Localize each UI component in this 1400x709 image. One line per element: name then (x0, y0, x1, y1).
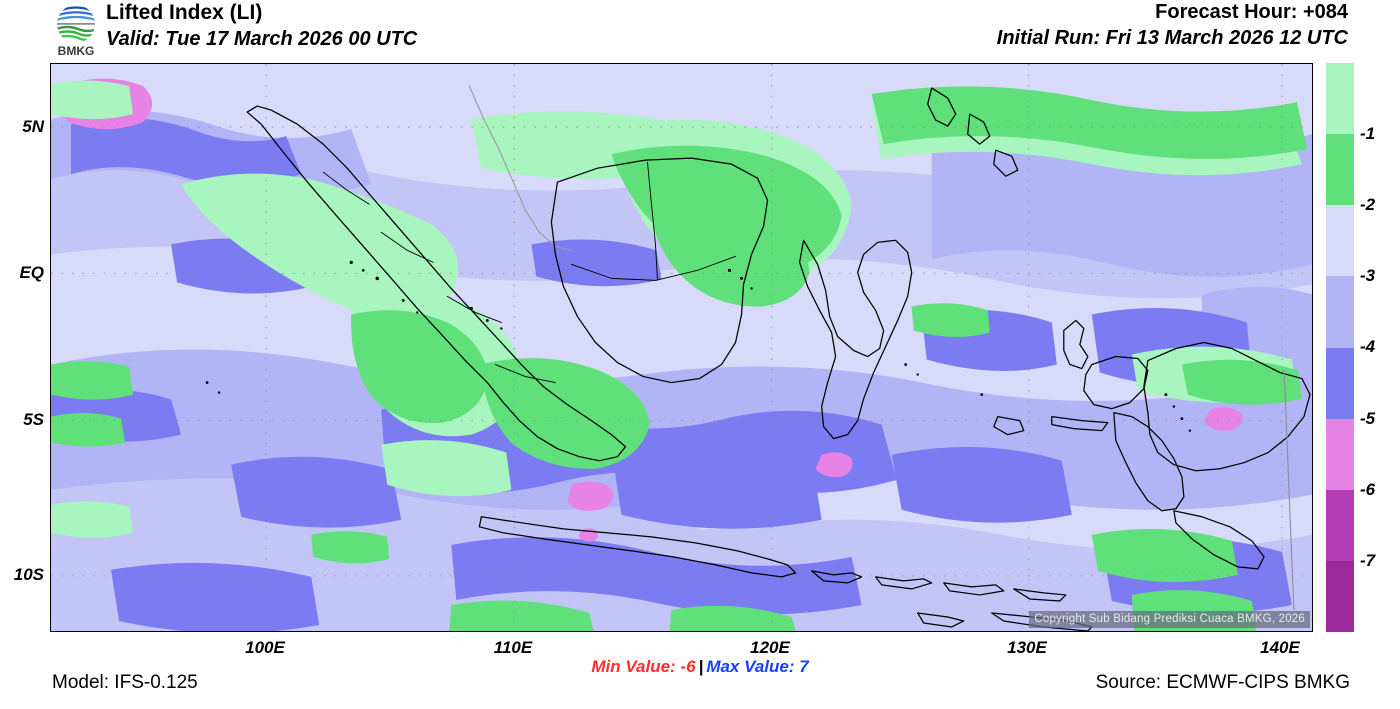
min-max-values: Min Value: -6 | Max Value: 7 (591, 657, 808, 677)
colorbar-label--4: -4 (1360, 337, 1376, 356)
colorbar-band-7 (1326, 560, 1354, 632)
max-value-label: Max Value: 7 (706, 657, 809, 676)
colorbar-label--2: -2 (1360, 195, 1376, 214)
initial-run-label: Initial Run: Fri 13 March 2026 12 UTC (996, 27, 1348, 49)
colorbar-band-5 (1326, 418, 1354, 490)
colorbar[interactable] (1326, 63, 1354, 632)
colorbar-label--7: -7 (1360, 551, 1376, 570)
copyright-watermark: Copyright Sub Bidang Prediksi Cuaca BMKG… (1029, 611, 1310, 628)
colorbar-label--6: -6 (1360, 480, 1376, 499)
lat-tick-5n: 5N (22, 117, 44, 136)
bmkg-logo-icon: BMKG (48, 2, 104, 58)
colorbar-band-6 (1326, 489, 1354, 561)
colorbar-band-3 (1326, 276, 1354, 348)
colorbar-label--3: -3 (1360, 266, 1376, 285)
colorbar-label--1: -1 (1360, 124, 1376, 143)
contour-bands (51, 64, 1312, 631)
header-left: BMKG Lifted Index (LI) Valid: Tue 17 Mar… (48, 0, 688, 58)
colorbar-band-1 (1326, 134, 1354, 206)
island-speckles (205, 260, 1192, 432)
coastlines (246, 85, 1311, 631)
lat-tick-10s: 10S (13, 565, 44, 584)
model-label: Model: IFS-0.125 (52, 672, 198, 693)
header-right: Forecast Hour: +084 Initial Run: Fri 13 … (997, 0, 1348, 52)
lifted-index-field (51, 64, 1312, 631)
lon-tick-100e: 100E (245, 638, 285, 657)
page-title: Lifted Index (LI) (106, 1, 263, 24)
lat-tick-5s: 5S (23, 410, 44, 429)
lon-tick-110e: 110E (493, 638, 533, 657)
lon-tick-120e: 120E (750, 638, 790, 657)
min-value-label: Min Value: -6 (591, 657, 696, 676)
svg-text:BMKG: BMKG (58, 44, 95, 58)
lat-tick-eq: EQ (19, 263, 44, 282)
colorbar-label--5: -5 (1360, 409, 1376, 428)
colorbar-band-4 (1326, 347, 1354, 419)
lon-tick-140e: 140E (1260, 638, 1300, 657)
source-label: Source: ECMWF-CIPS BMKG (1095, 672, 1350, 693)
min-max-separator: | (698, 657, 704, 676)
colorbar-band-0 (1326, 63, 1354, 135)
lon-tick-130e: 130E (1007, 638, 1047, 657)
colorbar-band-2 (1326, 205, 1354, 277)
forecast-hour-label: Forecast Hour: +084 (1155, 1, 1348, 23)
valid-time-label: Valid: Tue 17 March 2026 00 UTC (106, 28, 418, 50)
map-canvas[interactable]: Copyright Sub Bidang Prediksi Cuaca BMKG… (50, 63, 1313, 632)
